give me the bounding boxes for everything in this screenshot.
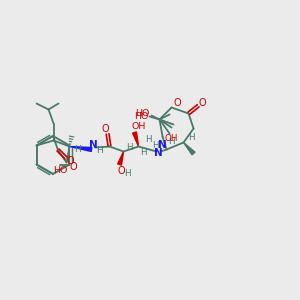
Text: O: O (199, 98, 206, 107)
Text: H: H (188, 133, 195, 142)
Text: H: H (140, 148, 147, 157)
Text: H: H (74, 145, 81, 154)
Text: H: H (152, 141, 159, 150)
Text: OH: OH (165, 134, 178, 143)
Polygon shape (184, 142, 195, 155)
Text: H: H (168, 137, 175, 146)
Text: O: O (102, 124, 110, 134)
Text: N: N (154, 148, 163, 158)
Text: H: H (126, 143, 133, 152)
Text: N: N (158, 140, 167, 151)
Polygon shape (118, 152, 124, 165)
Text: H: H (96, 146, 103, 155)
Text: HO: HO (135, 109, 149, 118)
Polygon shape (133, 132, 139, 146)
Text: HO: HO (134, 112, 149, 121)
Text: H: H (124, 169, 131, 178)
Text: O: O (70, 161, 77, 172)
Text: O: O (66, 156, 74, 166)
Text: HO: HO (53, 166, 68, 175)
Text: H: H (145, 135, 152, 144)
Text: O: O (118, 166, 125, 176)
Text: O: O (174, 98, 182, 107)
Polygon shape (70, 146, 92, 152)
Text: OH: OH (131, 122, 146, 131)
Text: N: N (89, 140, 98, 149)
